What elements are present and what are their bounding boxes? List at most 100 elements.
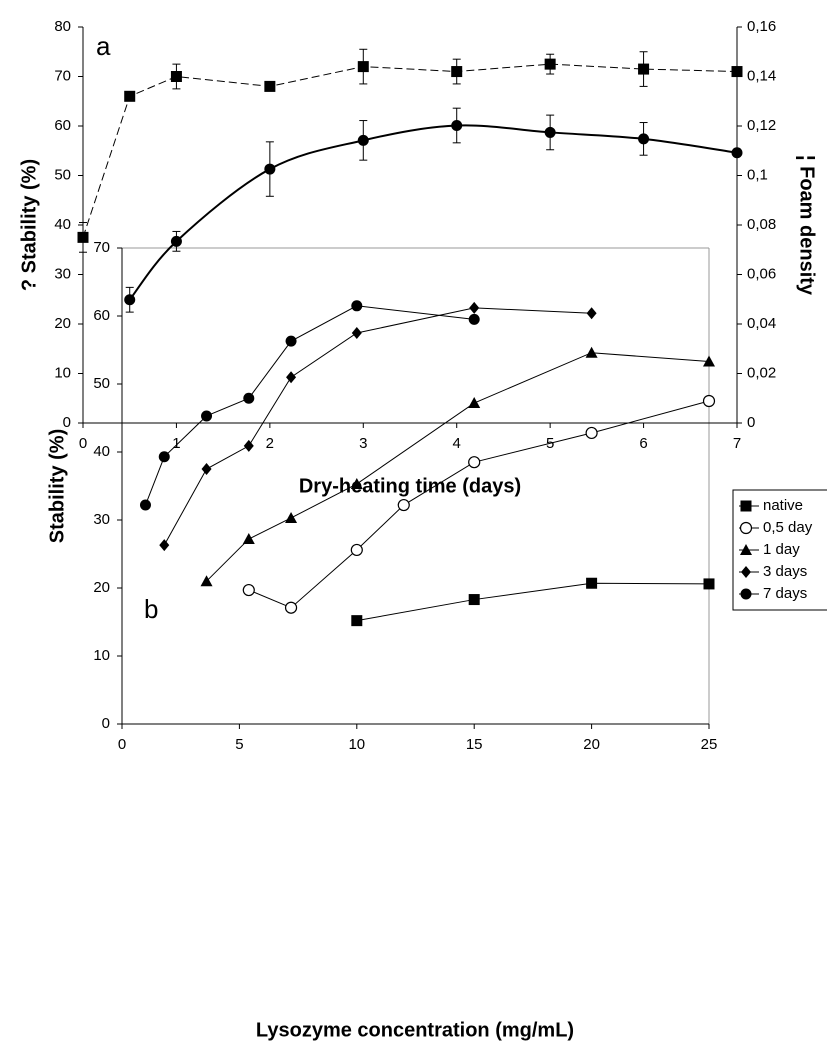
- y2-tick-label: 0,12: [747, 117, 776, 134]
- x-tick-label: 0: [118, 736, 126, 753]
- marker: [77, 231, 89, 243]
- y-tick-label: 10: [93, 647, 110, 664]
- y-tick-label: 10: [54, 364, 71, 381]
- marker: [286, 371, 297, 384]
- x-tick-label: 10: [348, 736, 365, 753]
- y-tick-label: 20: [93, 579, 110, 596]
- marker: [468, 594, 480, 606]
- marker: [397, 498, 410, 512]
- marker: [124, 294, 136, 306]
- marker: [243, 439, 254, 452]
- marker: [285, 335, 297, 347]
- legend-marker: [741, 566, 751, 578]
- panel-label: b: [144, 594, 158, 624]
- marker: [468, 397, 481, 409]
- marker: [158, 451, 170, 463]
- marker: [703, 578, 715, 590]
- y-tick-label: 30: [54, 265, 71, 282]
- marker: [469, 301, 480, 314]
- y-tick-label: 30: [93, 511, 110, 528]
- marker: [357, 61, 369, 73]
- y2-tick-label: 0,02: [747, 364, 776, 381]
- marker: [638, 63, 650, 75]
- y-tick-label: 70: [93, 239, 110, 256]
- marker: [170, 235, 182, 247]
- marker: [731, 147, 743, 159]
- marker: [586, 307, 597, 320]
- x-tick-label: 20: [583, 736, 600, 753]
- legend-marker: [740, 500, 752, 512]
- y2-tick-label: 0,14: [747, 67, 776, 84]
- marker: [544, 126, 556, 138]
- x-tick-label: 3: [359, 435, 367, 452]
- x-tick-label: 5: [235, 736, 243, 753]
- marker: [638, 133, 650, 145]
- legend-label: 3 days: [763, 563, 807, 580]
- x-tick-label: 2: [266, 435, 274, 452]
- legend-label: 0,5 day: [763, 519, 813, 536]
- y2-tick-label: 0,08: [747, 216, 776, 233]
- y-tick-label: 40: [93, 443, 110, 460]
- series-line: [82, 63, 738, 238]
- legend-label: 1 day: [763, 541, 800, 558]
- panel-label: a: [96, 31, 111, 61]
- marker: [351, 327, 362, 339]
- marker: [703, 355, 715, 367]
- marker: [124, 90, 136, 102]
- y-tick-label: 50: [93, 375, 110, 392]
- y-tick-label: 20: [54, 315, 71, 332]
- marker: [451, 120, 463, 132]
- marker: [200, 575, 213, 587]
- x-tick-label: 1: [172, 435, 180, 452]
- marker: [170, 71, 182, 82]
- marker: [243, 392, 255, 404]
- marker: [350, 543, 363, 557]
- series-line: [356, 582, 710, 622]
- marker: [159, 539, 170, 552]
- y2-tick-label: 0,04: [747, 315, 776, 332]
- marker: [357, 134, 369, 146]
- marker: [586, 577, 598, 589]
- marker: [351, 300, 363, 312]
- y-tick-label: 40: [54, 216, 71, 233]
- series-line: [128, 124, 738, 301]
- marker: [264, 80, 276, 92]
- x-tick-label: 4: [453, 435, 461, 452]
- marker: [350, 477, 363, 489]
- series-line: [163, 307, 592, 546]
- y2-tick-label: 0,06: [747, 265, 776, 282]
- y-tick-label: 50: [54, 166, 71, 183]
- marker: [731, 66, 743, 78]
- y-tick-label: 0: [102, 715, 110, 732]
- y-axis-title: ? Stability (%): [18, 159, 40, 291]
- y2-tick-label: 0,16: [747, 18, 776, 35]
- legend-marker: [740, 544, 752, 555]
- x-tick-label: 25: [701, 736, 718, 753]
- x-tick-label: 15: [466, 736, 483, 753]
- marker: [242, 533, 255, 545]
- marker: [201, 463, 212, 475]
- marker: [201, 410, 213, 422]
- marker: [544, 58, 556, 70]
- marker: [585, 346, 598, 358]
- marker: [468, 456, 481, 469]
- y-tick-label: 0: [63, 414, 71, 431]
- marker: [702, 394, 716, 408]
- y-tick-label: 60: [93, 307, 110, 324]
- marker: [284, 601, 298, 614]
- x-axis-title: Lysozyme concentration (mg/mL): [256, 1019, 574, 1041]
- marker: [139, 499, 151, 511]
- series-line: [206, 352, 710, 582]
- y2-tick-label: 0: [747, 414, 755, 431]
- marker: [285, 511, 298, 523]
- x-tick-label: 0: [79, 435, 87, 452]
- marker: [242, 583, 255, 597]
- y2-axis-title: ¦ Foam density: [796, 155, 818, 296]
- legend-label: 7 days: [763, 585, 807, 602]
- marker: [264, 163, 276, 175]
- marker: [351, 615, 363, 627]
- legend-marker: [740, 588, 752, 600]
- marker: [451, 66, 463, 78]
- x-axis-title: Dry-heating time (days): [299, 475, 521, 497]
